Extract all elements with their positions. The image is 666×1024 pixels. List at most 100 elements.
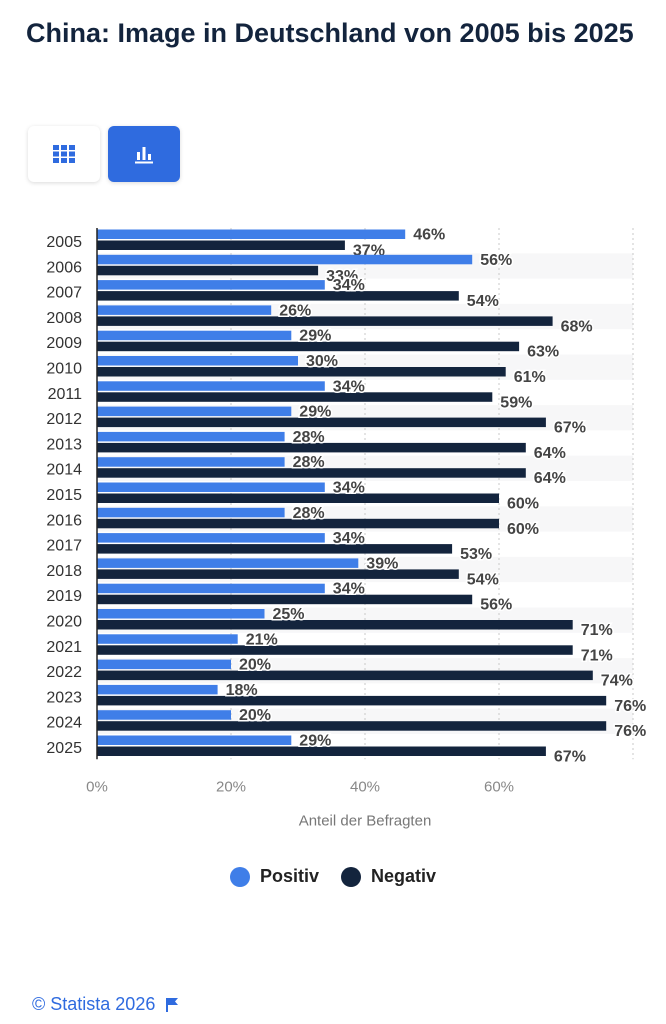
data-label-positiv: 26% xyxy=(279,302,311,319)
bar-positiv[interactable] xyxy=(97,482,325,493)
bar-chart: 2005 46%37%2006 56%33%2007 34%54%2008 26%68%… xyxy=(46,225,647,829)
data-label-positiv: 28% xyxy=(293,454,325,471)
y-tick-label: 2024 xyxy=(46,715,82,732)
bar-negativ[interactable] xyxy=(97,695,607,706)
bar-negativ[interactable] xyxy=(97,468,526,478)
legend-label-positiv: Positiv xyxy=(259,866,319,886)
data-label-positiv: 34% xyxy=(333,277,365,294)
data-label-negativ: 33% xyxy=(326,268,358,285)
data-label-positiv: 20% xyxy=(239,707,271,724)
y-tick-label: 2014 xyxy=(46,462,82,479)
bar-negativ[interactable] xyxy=(97,594,473,605)
table-view-button[interactable] xyxy=(28,126,100,182)
data-label-positiv: 28% xyxy=(293,429,325,446)
data-label-negativ: 76% xyxy=(614,698,646,715)
bar-negativ[interactable] xyxy=(97,265,319,276)
bar-positiv[interactable] xyxy=(97,457,285,467)
data-label-negativ: 67% xyxy=(554,420,586,437)
data-label-negativ: 76% xyxy=(614,723,646,740)
bar-positiv[interactable] xyxy=(97,583,325,594)
footer: © Statista 2026 xyxy=(32,994,179,1015)
data-label-positiv: 34% xyxy=(333,581,365,598)
bar-positiv[interactable] xyxy=(97,356,298,366)
y-tick-label: 2019 xyxy=(46,588,82,605)
bar-positiv[interactable] xyxy=(97,533,325,543)
data-label-negativ: 61% xyxy=(514,369,546,386)
bar-negativ[interactable] xyxy=(97,417,546,428)
data-label-negativ: 71% xyxy=(581,647,613,664)
copyright-link[interactable]: © Statista 2026 xyxy=(32,994,156,1014)
y-tick-label: 2016 xyxy=(46,512,82,529)
y-tick-label: 2021 xyxy=(46,639,82,656)
bar-negativ[interactable] xyxy=(97,721,607,731)
bar-negativ[interactable] xyxy=(97,493,499,504)
data-label-positiv: 28% xyxy=(293,505,325,522)
bar-positiv[interactable] xyxy=(97,558,359,568)
data-label-negativ: 60% xyxy=(507,521,539,538)
bar-positiv[interactable] xyxy=(97,229,406,240)
data-label-negativ: 74% xyxy=(601,673,633,690)
data-label-negativ: 59% xyxy=(500,394,532,411)
y-tick-label: 2020 xyxy=(46,614,82,631)
data-label-positiv: 30% xyxy=(306,353,338,370)
bar-negativ[interactable] xyxy=(97,620,573,630)
bar-negativ[interactable] xyxy=(97,645,573,655)
chart-view-button[interactable] xyxy=(108,126,180,182)
data-label-negativ: 54% xyxy=(467,571,499,588)
x-tick-label: 40% xyxy=(350,778,380,795)
bar-negativ[interactable] xyxy=(97,746,546,757)
legend-item-negativ[interactable]: Negativ xyxy=(341,866,436,887)
bar-positiv[interactable] xyxy=(97,305,272,315)
data-label-positiv: 56% xyxy=(480,252,512,269)
data-label-negativ: 71% xyxy=(581,622,613,639)
legend-item-positiv[interactable]: Positiv xyxy=(229,866,319,887)
bar-negativ[interactable] xyxy=(97,442,526,453)
bar-negativ[interactable] xyxy=(97,367,506,377)
flag-icon[interactable] xyxy=(165,997,179,1013)
data-label-positiv: 25% xyxy=(273,606,305,623)
y-tick-label: 2025 xyxy=(46,740,82,757)
legend: Positiv Negativ xyxy=(0,866,666,887)
data-label-positiv: 21% xyxy=(246,631,278,648)
bar-negativ[interactable] xyxy=(97,316,553,326)
bar-positiv[interactable] xyxy=(97,684,218,695)
bar-negativ[interactable] xyxy=(97,670,593,681)
data-label-positiv: 34% xyxy=(333,378,365,395)
y-tick-label: 2007 xyxy=(46,285,82,302)
bar-negativ[interactable] xyxy=(97,240,345,251)
data-label-positiv: 39% xyxy=(366,555,398,572)
y-tick-label: 2017 xyxy=(46,538,82,555)
data-label-negativ: 60% xyxy=(507,496,539,513)
data-label-negativ: 63% xyxy=(527,344,559,361)
data-label-positiv: 29% xyxy=(299,404,331,421)
bar-negativ[interactable] xyxy=(97,392,493,402)
bar-negativ[interactable] xyxy=(97,544,453,554)
bar-positiv[interactable] xyxy=(97,254,473,265)
bar-positiv[interactable] xyxy=(97,735,292,746)
bar-positiv[interactable] xyxy=(97,507,285,518)
y-tick-label: 2005 xyxy=(46,234,82,251)
data-label-positiv: 29% xyxy=(299,733,331,750)
bar-positiv[interactable] xyxy=(97,710,231,720)
bar-positiv[interactable] xyxy=(97,659,231,670)
bar-positiv[interactable] xyxy=(97,406,292,417)
bar-negativ[interactable] xyxy=(97,341,520,352)
bar-negativ[interactable] xyxy=(97,518,499,529)
bar-positiv[interactable] xyxy=(97,431,285,442)
bar-negativ[interactable] xyxy=(97,569,459,579)
data-label-positiv: 18% xyxy=(226,682,258,699)
data-label-positiv: 34% xyxy=(333,480,365,497)
bar-positiv[interactable] xyxy=(97,280,325,290)
bar-positiv[interactable] xyxy=(97,330,292,341)
bar-positiv[interactable] xyxy=(97,609,265,619)
bar-chart-icon xyxy=(135,147,153,164)
data-label-negativ: 67% xyxy=(554,749,586,766)
y-tick-label: 2022 xyxy=(46,664,82,681)
bar-positiv[interactable] xyxy=(97,381,325,391)
bar-negativ[interactable] xyxy=(97,291,459,301)
data-label-positiv: 46% xyxy=(413,227,445,244)
data-label-negativ: 56% xyxy=(480,597,512,614)
bar-positiv[interactable] xyxy=(97,634,238,644)
data-label-positiv: 34% xyxy=(333,530,365,547)
y-tick-label: 2018 xyxy=(46,563,82,580)
